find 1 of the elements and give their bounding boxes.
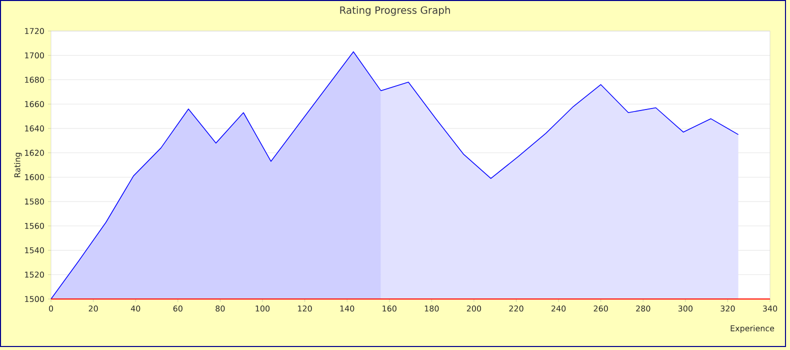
chart-title: Rating Progress Graph bbox=[340, 6, 450, 16]
